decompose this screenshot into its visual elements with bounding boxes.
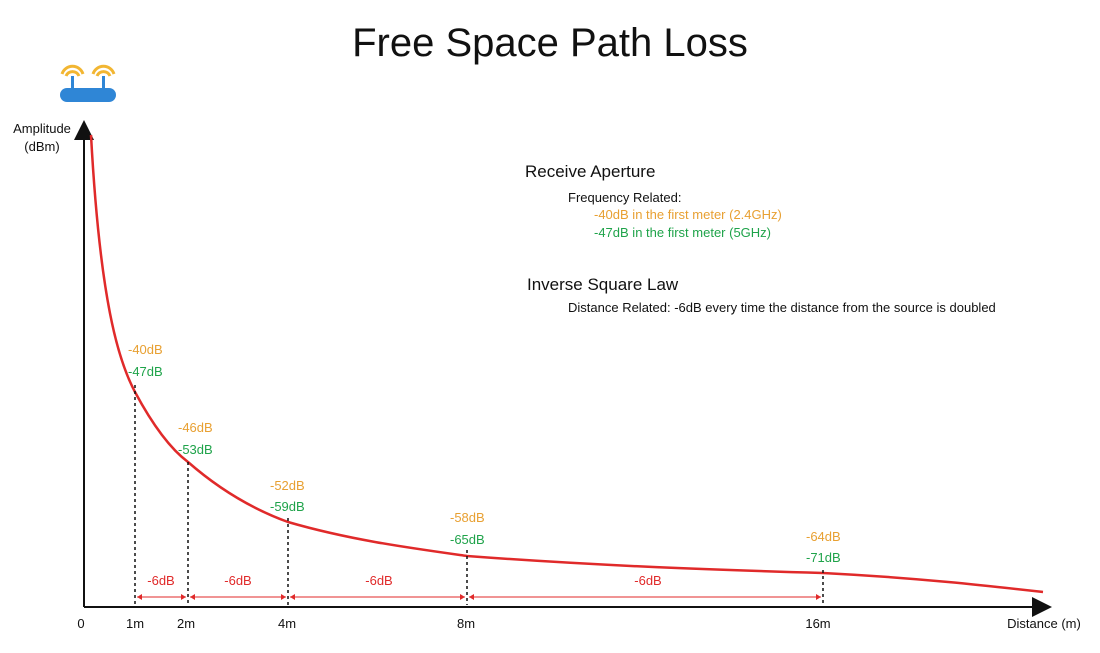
segment-4m-8m: -6dB — [290, 573, 465, 600]
segment-label: -6dB — [147, 573, 174, 588]
db-label-5ghz: -59dB — [270, 499, 305, 514]
distance-markers: -40dB -47dB 1m -46dB -53dB 2m -52dB -59d… — [126, 342, 841, 631]
x-tick-label: 4m — [278, 616, 296, 631]
db-label-5ghz: -71dB — [806, 550, 841, 565]
notes-panel: Receive Aperture Frequency Related: -40d… — [525, 162, 996, 315]
x-tick-label: 1m — [126, 616, 144, 631]
marker-1m: -40dB -47dB 1m — [126, 342, 163, 631]
frequency-related-label: Frequency Related: — [568, 190, 681, 205]
y-axis-label-line1: Amplitude — [13, 121, 71, 136]
db-label-24ghz: -46dB — [178, 420, 213, 435]
x-tick-label: 2m — [177, 616, 195, 631]
db-label-24ghz: -58dB — [450, 510, 485, 525]
db-label-24ghz: -64dB — [806, 529, 841, 544]
x-axis-label: Distance (m) — [1007, 616, 1081, 631]
segment-label: -6dB — [365, 573, 392, 588]
x-tick-label: 8m — [457, 616, 475, 631]
segment-2m-4m: -6dB — [190, 573, 286, 600]
frequency-line-5ghz: -47dB in the first meter (5GHz) — [594, 225, 771, 240]
router-icon — [60, 64, 116, 102]
db-label-24ghz: -52dB — [270, 478, 305, 493]
marker-8m: -58dB -65dB 8m — [450, 510, 485, 631]
receive-aperture-heading: Receive Aperture — [525, 162, 655, 181]
y-axis-label-line2: (dBm) — [24, 139, 59, 154]
frequency-line-24ghz: -40dB in the first meter (2.4GHz) — [594, 207, 782, 222]
segment-brackets: -6dB -6dB -6dB -6dB — [137, 573, 821, 600]
db-label-5ghz: -65dB — [450, 532, 485, 547]
segment-label: -6dB — [634, 573, 661, 588]
segment-1m-2m: -6dB — [137, 573, 186, 600]
x-tick-label: 16m — [805, 616, 830, 631]
origin-tick: 0 — [77, 616, 84, 631]
page-title: Free Space Path Loss — [352, 21, 748, 65]
distance-related-label: Distance Related: -6dB every time the di… — [568, 300, 996, 315]
segment-8m-16m: -6dB — [469, 573, 821, 600]
path-loss-curve — [89, 134, 1044, 594]
inverse-square-heading: Inverse Square Law — [527, 275, 679, 294]
db-label-5ghz: -47dB — [128, 364, 163, 379]
marker-16m: -64dB -71dB 16m — [805, 529, 840, 631]
marker-2m: -46dB -53dB 2m — [177, 420, 213, 631]
db-label-24ghz: -40dB — [128, 342, 163, 357]
db-label-5ghz: -53dB — [178, 442, 213, 457]
marker-4m: -52dB -59dB 4m — [270, 478, 305, 631]
segment-label: -6dB — [224, 573, 251, 588]
